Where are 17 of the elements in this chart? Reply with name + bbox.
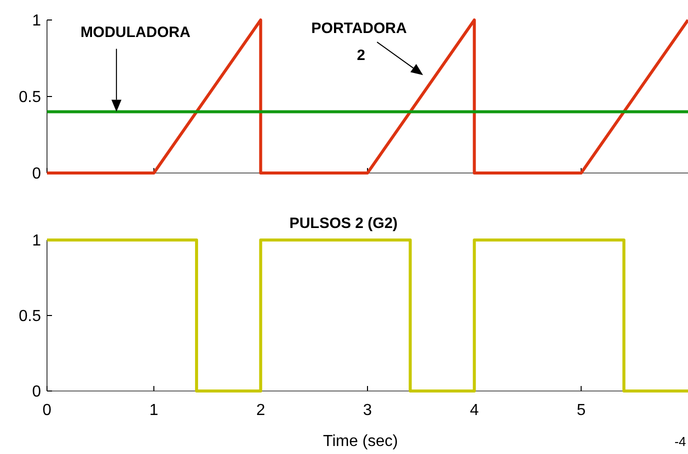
text: -4: [674, 434, 686, 449]
chart-title: PULSOS 2 (G2): [289, 215, 398, 232]
y-tick-label: 1: [32, 12, 42, 30]
y-tick-label: 0: [32, 384, 42, 401]
x-tick-label: 4: [470, 402, 479, 419]
y-tick-label: 0: [32, 166, 42, 183]
x-tick-label: 5: [576, 402, 586, 419]
x-tick-label: 1: [149, 402, 158, 419]
x-tick-label: 2: [256, 402, 266, 419]
x-axis-title: Time (sec): [323, 433, 398, 450]
y-tick-label: 1: [32, 232, 42, 250]
x-tick-label: 3: [363, 402, 372, 419]
annotation: PORTADORA 2: [311, 20, 407, 64]
annotation: MODULADORA: [80, 24, 191, 41]
y-tick-label: 0.5: [18, 308, 42, 326]
x-tick-label: 0: [42, 402, 52, 419]
y-tick-label: 0.5: [18, 89, 42, 106]
